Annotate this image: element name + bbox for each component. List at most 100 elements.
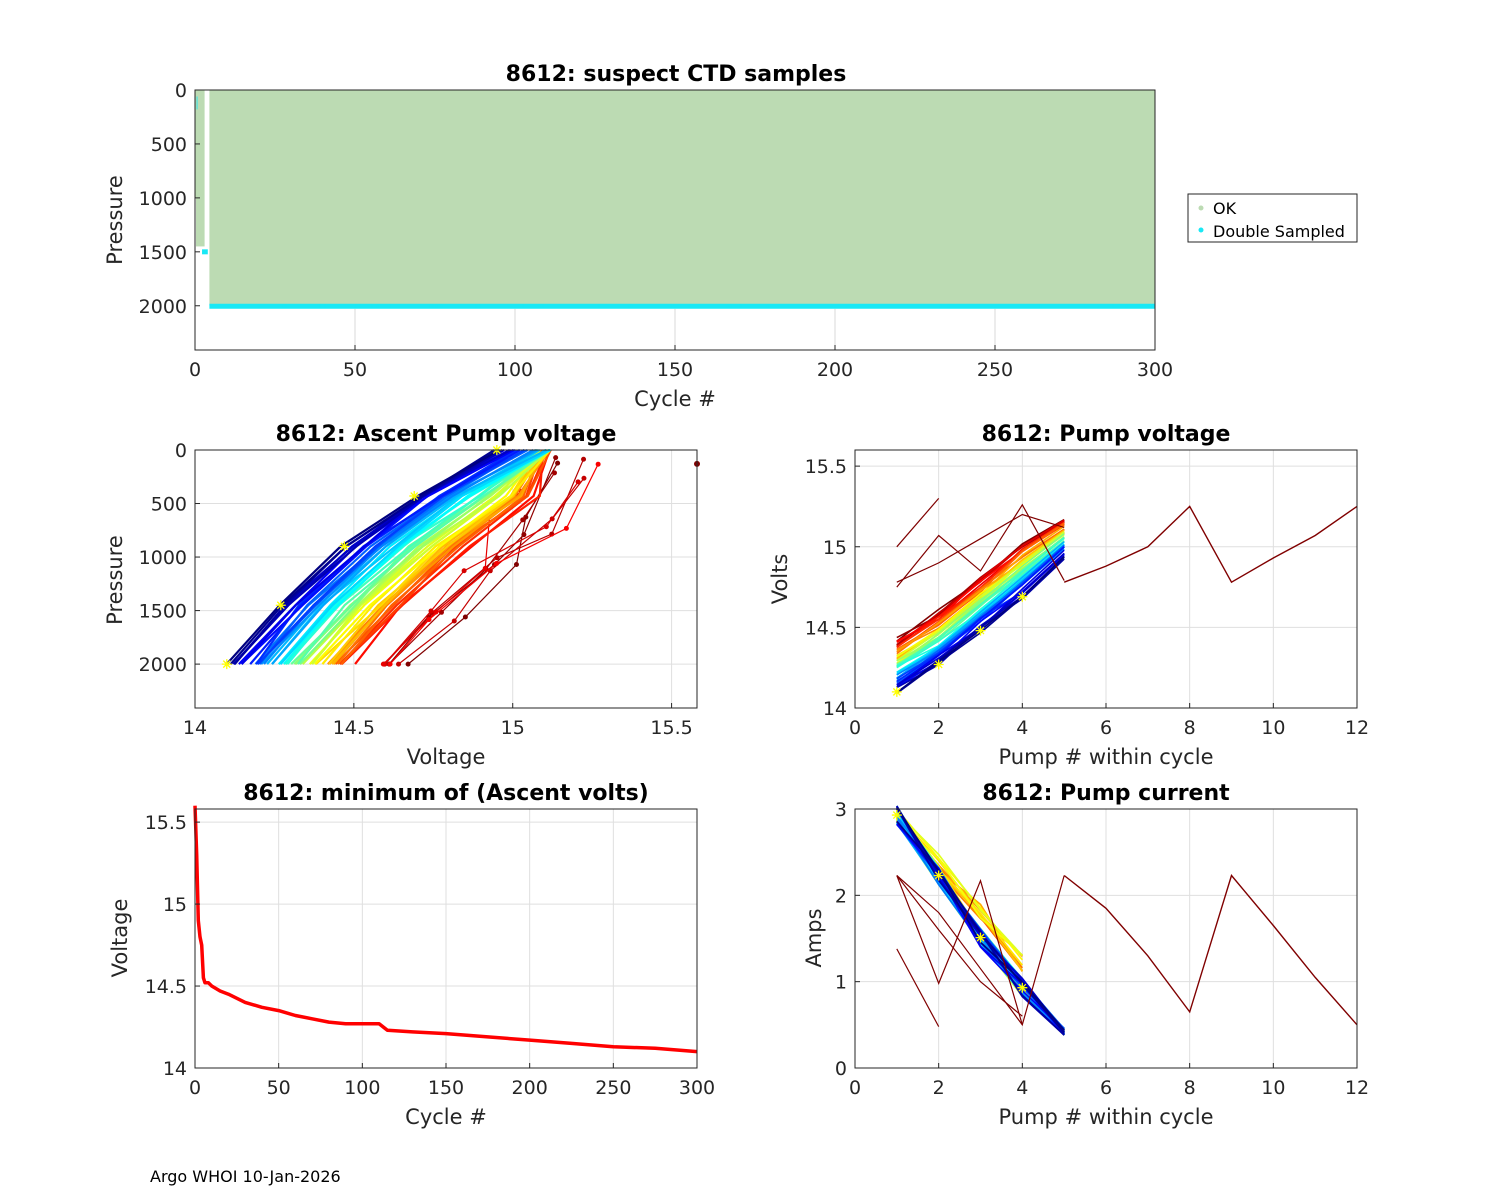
x-tick-label: 2 xyxy=(933,717,945,739)
x-tick-label: 4 xyxy=(1016,717,1028,739)
legend-box xyxy=(1187,193,1358,243)
tick-labels: 0 50 100 150 200 250 300 14 14.5 15 15.5 xyxy=(145,812,715,1099)
median-marker xyxy=(933,659,944,670)
y-axis-label: Volts xyxy=(768,554,792,605)
ascent-sample-point xyxy=(575,479,581,485)
ascent-profile-line xyxy=(277,449,552,665)
y-tick-label: 14 xyxy=(163,1058,187,1080)
ascent-sample-point xyxy=(551,470,557,476)
data-layer xyxy=(193,805,698,1054)
x-tick-label: 200 xyxy=(512,1077,548,1099)
y-axis-label: Pressure xyxy=(103,175,127,265)
ascent-sample-point xyxy=(521,532,527,538)
pump-current-early-cycle xyxy=(896,875,1065,1027)
y-tick-label: 1500 xyxy=(139,601,187,623)
x-tick-label: 150 xyxy=(428,1077,464,1099)
suspect-ctd-chart: 0 50 100 150 200 250 300 0 500 1000 1500 2000 8612:… xyxy=(103,62,1358,411)
x-tick-label: 150 xyxy=(657,359,693,381)
x-tick-label: 250 xyxy=(595,1077,631,1099)
x-tick-label: 50 xyxy=(343,359,367,381)
y-tick-label: 15 xyxy=(823,537,847,559)
median-marker xyxy=(975,625,986,636)
ascent-sample-point xyxy=(428,608,434,614)
grid xyxy=(194,809,698,1069)
median-marker xyxy=(1017,982,1028,993)
y-tick-label: 15.5 xyxy=(145,812,187,834)
x-tick-label: 100 xyxy=(344,1077,380,1099)
pump-current-early-cycle xyxy=(896,875,1023,1017)
y-tick-label: 1000 xyxy=(139,188,187,210)
y-tick-label: 1 xyxy=(835,972,847,994)
y-tick-label: 0 xyxy=(835,1058,847,1080)
y-axis-label: Amps xyxy=(802,908,826,967)
x-tick-label: 6 xyxy=(1100,717,1112,739)
x-tick-label: 0 xyxy=(849,717,861,739)
footer-credit: Argo WHOI 10-Jan-2026 xyxy=(150,1167,341,1186)
x-tick-label: 14.5 xyxy=(333,717,375,739)
x-tick-label: 0 xyxy=(189,1077,201,1099)
plot-frame xyxy=(194,449,698,709)
x-tick-label: 12 xyxy=(1345,717,1369,739)
ascent-profile-line xyxy=(339,449,542,665)
ascent-sample-point xyxy=(513,561,519,567)
ascent-profile-line xyxy=(279,449,551,665)
legend-entry-ok: OK xyxy=(1213,199,1237,218)
ascent-sample-point xyxy=(438,609,444,615)
x-axis-label: Cycle # xyxy=(405,1105,487,1129)
median-marker xyxy=(221,659,232,670)
x-tick-label: 8 xyxy=(1184,1077,1196,1099)
ascent-sample-point xyxy=(387,661,393,667)
x-axis-label: Pump # within cycle xyxy=(999,1105,1214,1129)
chart-title: 8612: suspect CTD samples xyxy=(506,62,847,87)
x-tick-label: 250 xyxy=(977,359,1013,381)
median-marker xyxy=(975,932,986,943)
pump-current-cycle-line xyxy=(896,808,1023,972)
pump-voltage-chart: 0 2 4 6 8 10 12 14 14.5 15 15.5 8612: Pump voltage… xyxy=(768,422,1369,769)
ascent-sample-point xyxy=(494,555,500,561)
ascent-sample-point xyxy=(595,461,601,467)
data-layer xyxy=(891,805,1358,1036)
x-tick-label: 8 xyxy=(1184,717,1196,739)
x-tick-label: 300 xyxy=(1137,359,1173,381)
tick-labels: 14 14.5 15 15.5 0 500 1000 1500 2000 xyxy=(139,440,693,739)
data-layer xyxy=(221,445,700,670)
ascent-profile-line xyxy=(331,449,540,665)
legend-marker-double-sampled xyxy=(1198,227,1204,233)
x-tick-label: 50 xyxy=(267,1077,291,1099)
chart-title: 8612: Ascent Pump voltage xyxy=(276,422,617,447)
ascent-sample-point xyxy=(451,618,457,624)
chart-title: 8612: Pump voltage xyxy=(982,422,1231,447)
data-layer xyxy=(194,90,1155,351)
minimum-ascent-volts-chart: 0 50 100 150 200 250 300 14 14.5 15 15.5 8612: min… xyxy=(108,781,715,1129)
chart-title: 8612: minimum of (Ascent volts) xyxy=(243,781,649,806)
pump-current-cycle-line xyxy=(896,811,1023,956)
ascent-sample-point xyxy=(581,456,587,462)
x-tick-label: 15.5 xyxy=(650,717,692,739)
y-tick-label: 14.5 xyxy=(145,976,187,998)
y-tick-label: 14.5 xyxy=(805,617,847,639)
x-tick-label: 15 xyxy=(501,717,525,739)
x-tick-label: 0 xyxy=(849,1077,861,1099)
ascent-profile-line xyxy=(321,449,551,665)
pump-voltage-early-cycle xyxy=(896,503,1065,588)
ascent-profile-line xyxy=(339,449,549,665)
data-layer xyxy=(891,498,1358,697)
y-tick-label: 0 xyxy=(175,440,187,462)
ascent-sample-point xyxy=(563,525,569,531)
x-axis-label: Voltage xyxy=(407,745,486,769)
ascent-sample-point xyxy=(553,455,559,461)
y-tick-label: 2000 xyxy=(139,654,187,676)
y-tick-label: 2000 xyxy=(139,296,187,318)
x-tick-label: 10 xyxy=(1261,717,1285,739)
y-tick-label: 500 xyxy=(151,134,187,156)
y-tick-label: 3 xyxy=(835,799,847,821)
pump-voltage-long-cycle xyxy=(1063,505,1358,584)
ascent-sample-point xyxy=(493,561,499,567)
x-tick-label: 200 xyxy=(817,359,853,381)
x-tick-label: 0 xyxy=(189,359,201,381)
pump-voltage-early-cycle xyxy=(896,513,1065,583)
minimum-voltage-line xyxy=(193,805,698,1054)
ok-samples-early-cycles xyxy=(195,90,205,247)
